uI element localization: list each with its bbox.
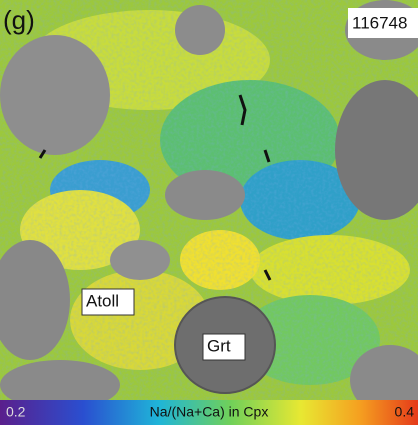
sample-id: 116748	[352, 13, 407, 32]
panel-label: (g)	[3, 5, 35, 35]
colorbar-title: Na/(Na+Ca) in Cpx	[150, 404, 269, 420]
annotation: Atoll	[86, 291, 119, 310]
annotation: Grt	[207, 336, 231, 355]
page: (g) 116748 Atoll Grt 0.2 Na/(Na+Ca) in C…	[0, 0, 418, 430]
figure-panel: (g) 116748 Atoll Grt 0.2 Na/(Na+Ca) in C…	[0, 0, 418, 425]
colorbar-max: 0.4	[395, 404, 415, 420]
colorbar-min: 0.2	[6, 404, 26, 420]
